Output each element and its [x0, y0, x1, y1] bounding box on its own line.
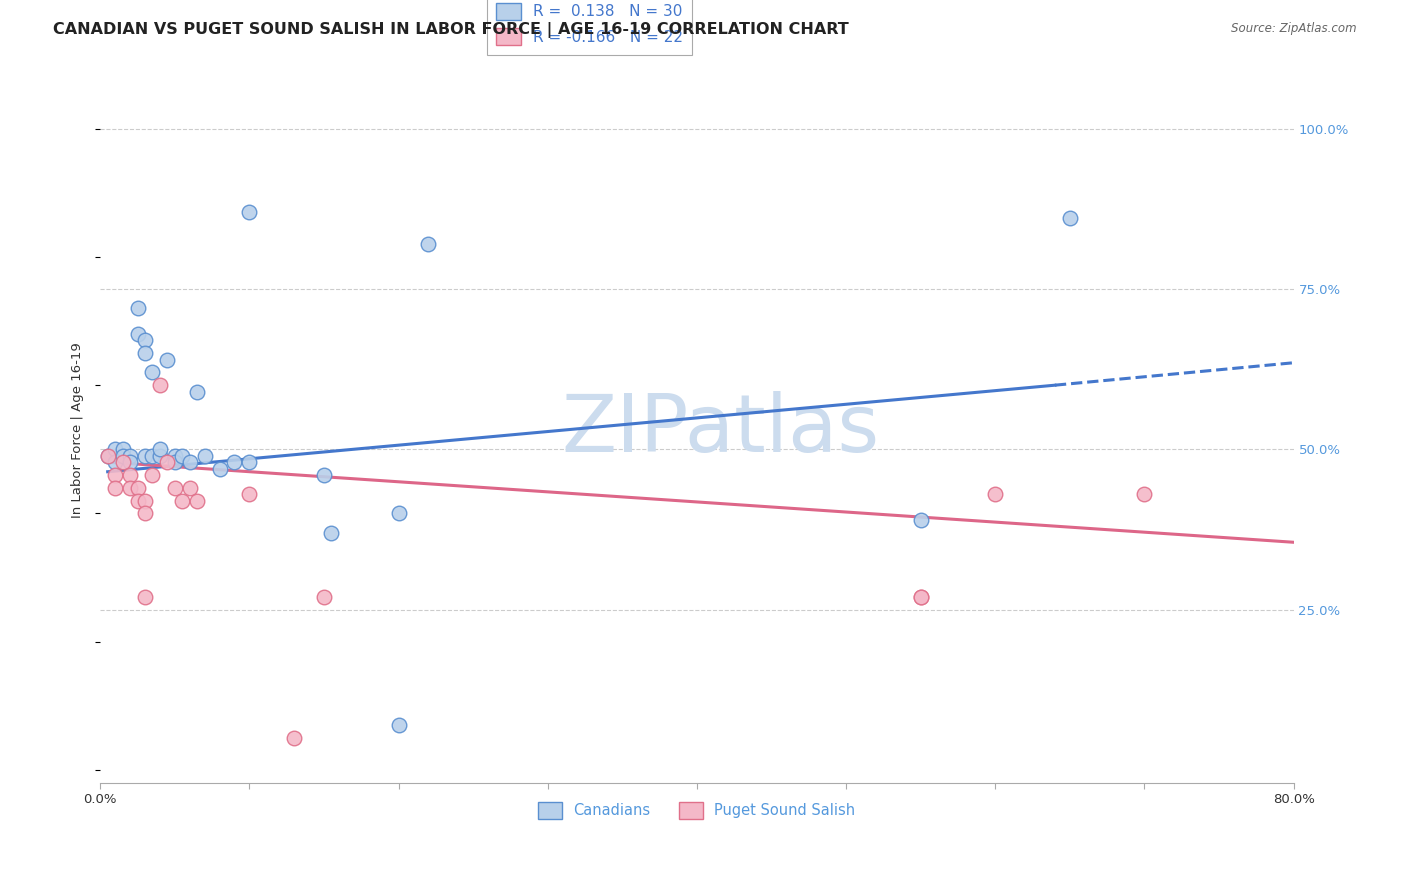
Point: [118, 455, 141, 469]
Point: [141, 365, 163, 379]
Point: [163, 481, 186, 495]
Point: [141, 449, 163, 463]
Point: [149, 442, 172, 457]
Point: [97, 449, 120, 463]
Point: [97, 449, 120, 463]
Point: [163, 455, 186, 469]
Point: [127, 493, 149, 508]
Point: [387, 507, 409, 521]
Point: [312, 467, 335, 482]
Point: [104, 467, 127, 482]
Point: [149, 378, 172, 392]
Point: [163, 449, 186, 463]
Point: [387, 718, 409, 732]
Text: CANADIAN VS PUGET SOUND SALISH IN LABOR FORCE | AGE 16-19 CORRELATION CHART: CANADIAN VS PUGET SOUND SALISH IN LABOR …: [53, 22, 849, 38]
Point: [111, 455, 134, 469]
Point: [134, 449, 156, 463]
Y-axis label: In Labor Force | Age 16-19: In Labor Force | Age 16-19: [72, 343, 84, 518]
Point: [1059, 211, 1081, 226]
Point: [208, 461, 231, 475]
Point: [283, 731, 305, 745]
Point: [238, 455, 260, 469]
Point: [134, 590, 156, 604]
Point: [179, 455, 201, 469]
Point: [134, 334, 156, 348]
Point: [186, 493, 208, 508]
Point: [118, 467, 141, 482]
Point: [156, 352, 179, 367]
Point: [321, 525, 343, 540]
Point: [224, 455, 246, 469]
Point: [194, 449, 217, 463]
Point: [156, 455, 179, 469]
Point: [186, 384, 208, 399]
Point: [118, 449, 141, 463]
Point: [179, 481, 201, 495]
Point: [111, 442, 134, 457]
Point: [104, 455, 127, 469]
Point: [238, 205, 260, 219]
Point: [111, 449, 134, 463]
Point: [134, 346, 156, 360]
Legend: Canadians, Puget Sound Salish: Canadians, Puget Sound Salish: [533, 797, 862, 825]
Point: [141, 467, 163, 482]
Point: [910, 513, 932, 527]
Point: [127, 481, 149, 495]
Point: [118, 481, 141, 495]
Point: [104, 442, 127, 457]
Point: [134, 493, 156, 508]
Point: [1133, 487, 1156, 501]
Point: [172, 493, 194, 508]
Point: [312, 590, 335, 604]
Point: [418, 237, 440, 252]
Point: [127, 301, 149, 316]
Point: [149, 449, 172, 463]
Text: Source: ZipAtlas.com: Source: ZipAtlas.com: [1232, 22, 1357, 36]
Point: [910, 590, 932, 604]
Point: [172, 449, 194, 463]
Text: ZIPatlas: ZIPatlas: [562, 391, 880, 469]
Point: [910, 590, 932, 604]
Point: [104, 481, 127, 495]
Point: [134, 507, 156, 521]
Point: [127, 326, 149, 341]
Point: [984, 487, 1007, 501]
Point: [238, 487, 260, 501]
